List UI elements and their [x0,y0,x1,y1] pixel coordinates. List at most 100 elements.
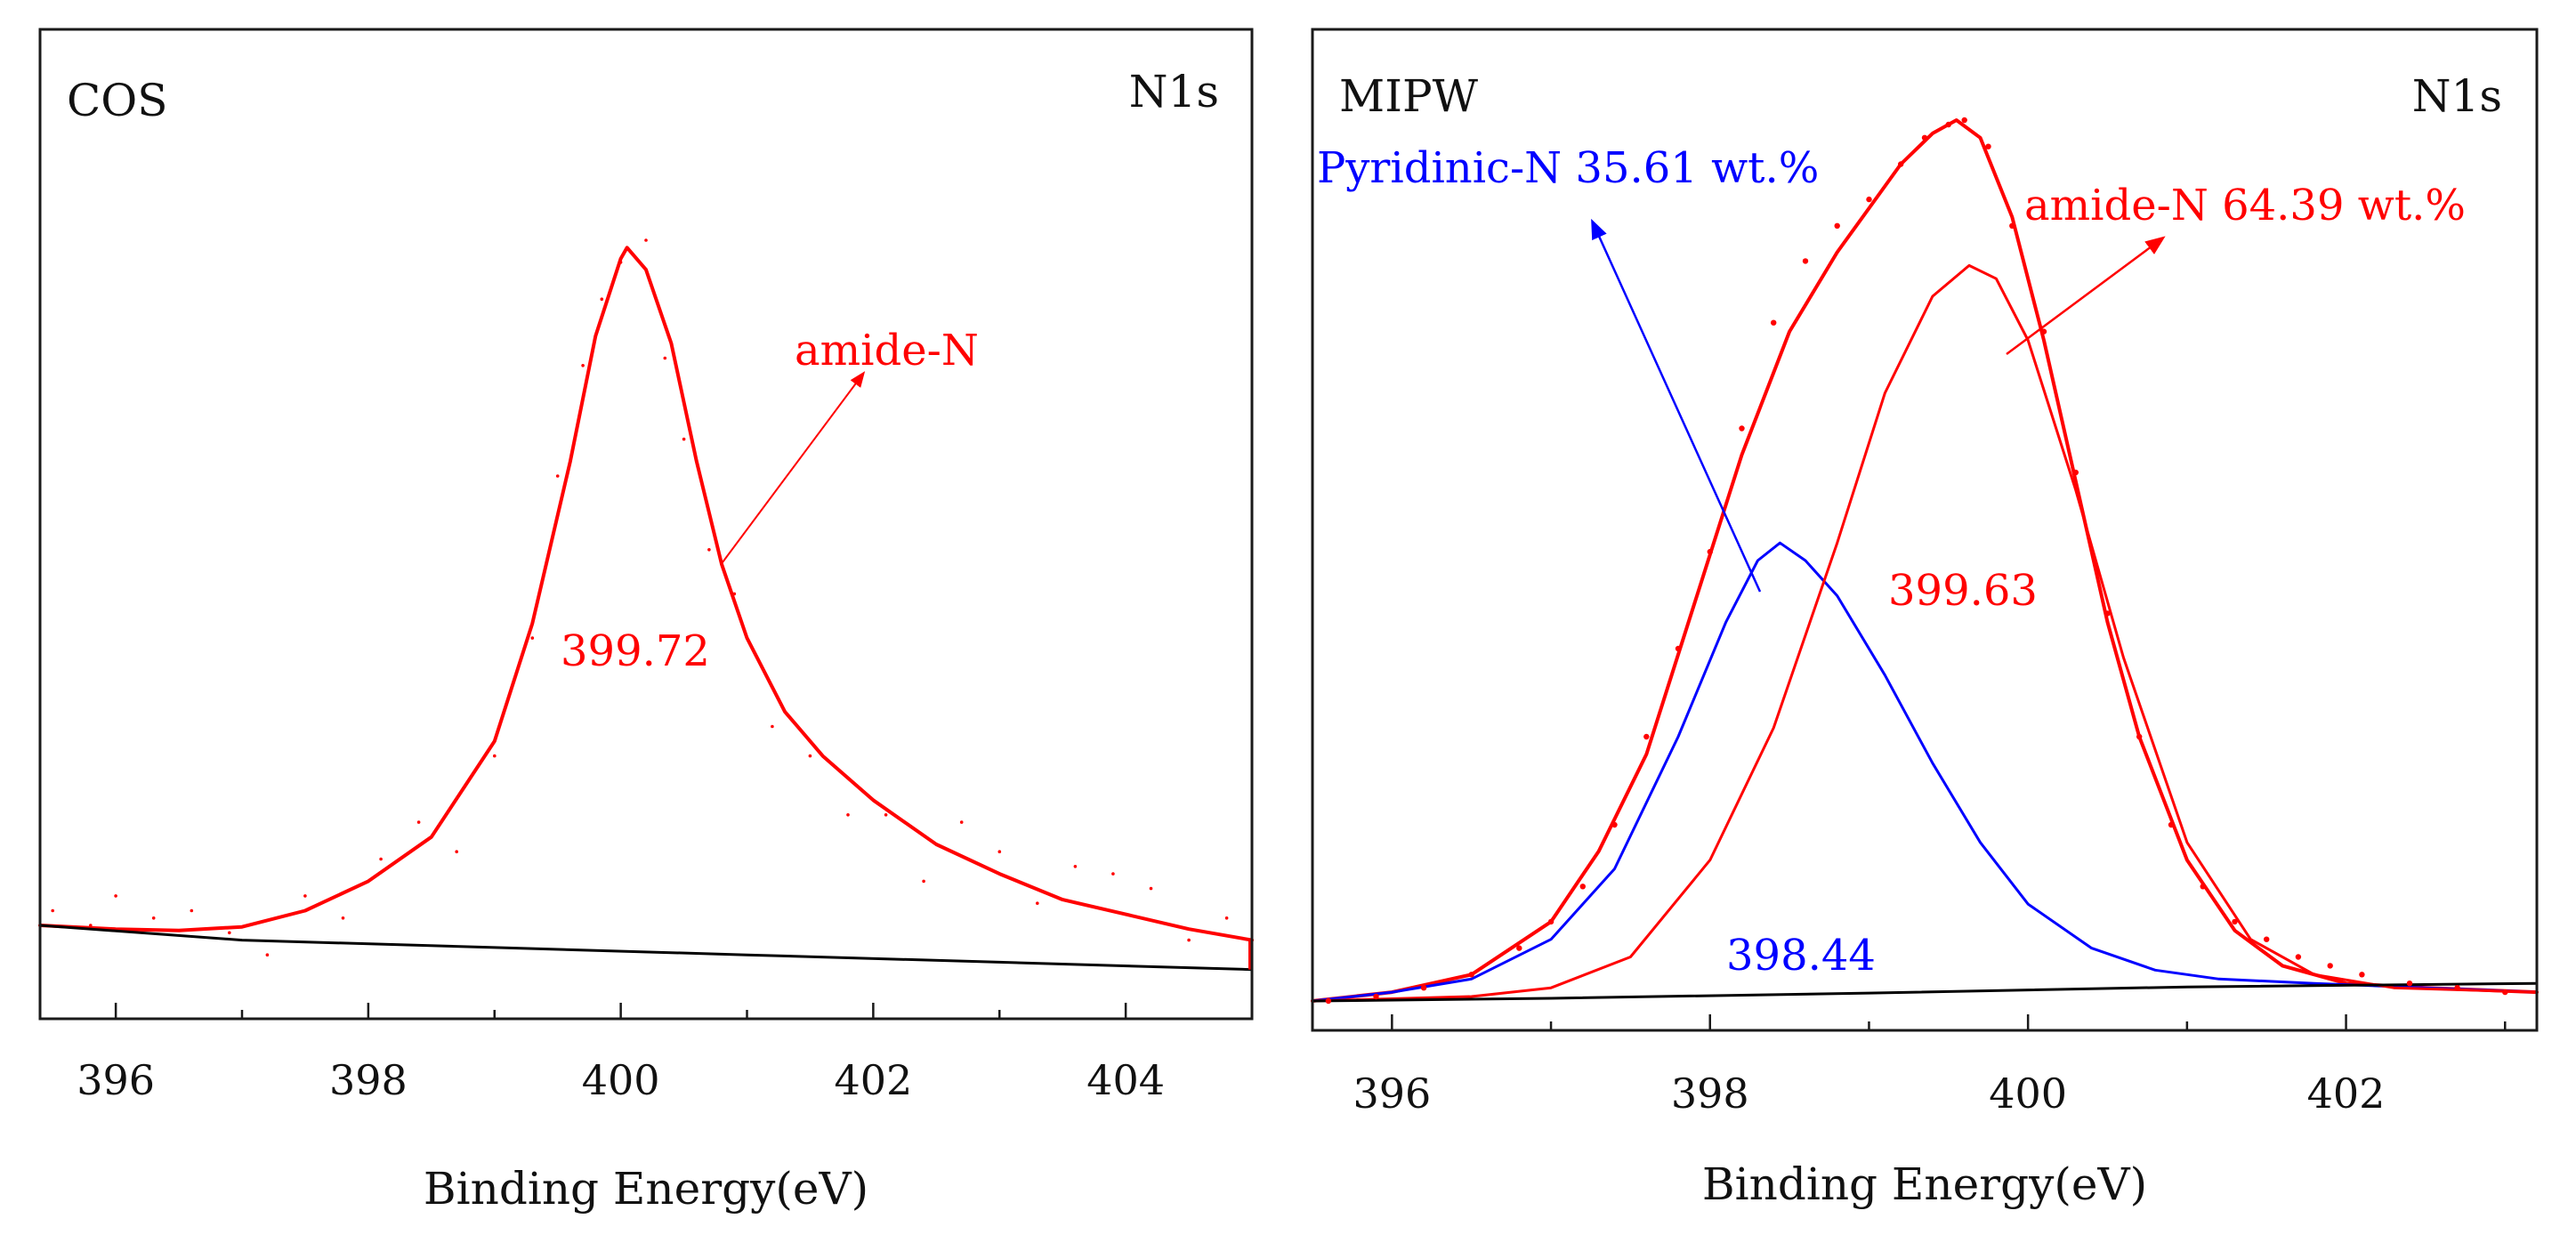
mipw-data-point [1611,821,1618,828]
cos-tick-label: 404 [1086,1056,1165,1104]
cos-data-point [663,356,667,360]
mipw-data-point [2264,936,2270,942]
mipw-x-axis-label: Binding Energy(eV) [1702,1158,2147,1210]
mipw-pyridinic-arrow [1591,218,1762,593]
mipw-data-point [1985,143,1991,149]
mipw-data-point [2406,981,2413,987]
cos-data-point [555,474,560,478]
mipw-data-point [2502,989,2508,996]
mipw-panel-label: MIPW [1339,70,1479,122]
mipw-pyridinic-label: Pyridinic-N 35.61 wt.% [1317,143,1819,193]
mipw-tick-label: 398 [1671,1069,1749,1118]
mipw-tick-label: 400 [1989,1069,2067,1118]
cos-data-point [227,931,231,935]
cos-background-background-line [38,924,1254,972]
cos-data-point [808,754,812,758]
cos-panel: 396 398 400 402 404 COS N1s amide-N 399.72 B… [38,28,1254,1215]
cos-data-point [303,894,307,898]
mipw-data-point [1898,161,1904,167]
cos-data-point [1111,872,1115,876]
mipw-data-point [1945,121,1951,128]
mipw-data-point [2136,733,2143,740]
cos-plot-frame [38,28,1254,1021]
mipw-data-point [1961,117,1967,124]
cos-data-point [581,364,585,367]
cos-data-point [707,548,711,552]
mipw-corner-label: N1s [2412,70,2502,122]
cos-data-point [959,820,964,824]
cos-corner-label: N1s [1129,66,1219,117]
cos-data-point [846,813,850,817]
cos-data-point [379,857,383,861]
mipw-data-point [1643,733,1650,740]
mipw-data-point [1675,645,1682,652]
mipw-x-ticks: 396 398 400 402 [1353,1014,2507,1118]
cos-data-point [732,592,737,596]
mipw-data-point [1373,993,1379,1000]
mipw-pyridinic-n-component-line [1311,541,2539,1003]
cos-tick-label: 400 [582,1056,660,1104]
mipw-data-point [2072,469,2079,476]
mipw-data-point [2009,222,2015,229]
cos-data-point [51,908,54,913]
mipw-data-point [2168,821,2175,828]
mipw-amide-arrow [2006,236,2166,356]
mipw-plot-frame [1311,28,2539,1032]
mipw-data-point [2104,610,2111,617]
mipw-data-point [1802,258,1809,264]
mipw-data-point [2327,963,2333,969]
cos-data-point [771,724,774,729]
cos-x-axis-label: Binding Energy(eV) [424,1163,868,1215]
mipw-tick-label: 402 [2307,1069,2386,1118]
mipw-data-point [1516,945,1522,951]
mipw-data-point [1420,985,1427,991]
mipw-data-point [1707,548,1714,555]
cos-amide-label: amide-N [795,326,979,375]
cos-data-point [530,636,535,640]
mipw-envelope-envelope-line [1311,118,2539,1003]
cos-data-point [493,754,497,758]
cos-amide-arrow [722,371,866,563]
cos-data-point [416,820,421,824]
mipw-data-point [2295,954,2302,960]
mipw-data-point [1771,319,1777,326]
cos-data-point [1224,916,1229,920]
cos-data-point [682,437,686,441]
mipw-data-point [2454,985,2460,991]
cos-data-point [265,953,270,956]
cos-data-point [922,879,925,884]
mipw-data-point [2359,972,2365,978]
cos-data-point [1036,901,1039,905]
cos-peak-value: 399.72 [561,626,710,676]
cos-tick-label: 398 [329,1056,408,1104]
mipw-data-point [2200,884,2206,890]
cos-data-point [1149,886,1153,891]
mipw-amide-peak-value: 399.63 [1888,566,2038,616]
cos-data-point [1187,938,1191,942]
cos-data-point [190,908,194,913]
cos-tick-label: 402 [834,1056,912,1104]
mipw-plot-area [1311,117,2539,1005]
mipw-data-point [1739,425,1745,432]
cos-plot-area [38,238,1254,972]
mipw-raw-data-points [1325,117,2508,1005]
cos-data-point [884,813,888,817]
mipw-panel: 396 398 400 402 MIPW N1s Pyridinic-N 35.61 … [1311,28,2539,1210]
cos-data-point [89,924,93,927]
cos-amide-n-fit-line [38,246,1254,942]
cos-data-point [341,916,345,920]
mipw-data-point [1579,884,1587,890]
mipw-data-point [2232,918,2238,925]
cos-x-ticks: 396 398 400 402 404 [77,1003,1254,1104]
mipw-data-point [1834,222,1840,229]
cos-data-point [600,297,604,302]
mipw-pyridinic-peak-value: 398.44 [1726,931,1876,981]
cos-data-point [618,261,623,264]
cos-data-point [151,916,156,920]
cos-data-point [644,238,648,242]
mipw-amide-n-component-line [1311,263,2539,1003]
mipw-data-point [1921,134,1928,141]
mipw-data-point [2040,328,2047,335]
cos-data-point [114,894,117,898]
